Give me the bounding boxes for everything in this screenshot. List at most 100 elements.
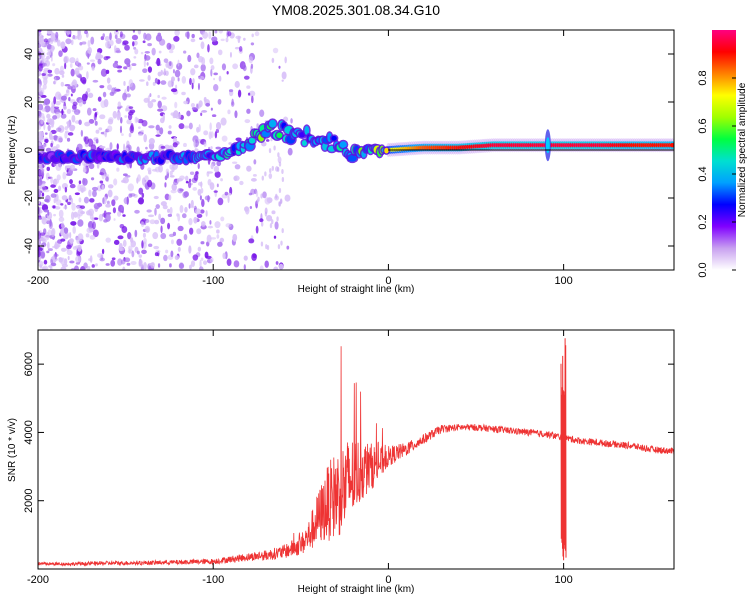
noise-speck bbox=[234, 164, 241, 170]
noise-speck bbox=[169, 50, 174, 54]
noise-speck bbox=[138, 133, 143, 136]
noise-speck bbox=[97, 96, 102, 102]
noise-speck bbox=[64, 186, 68, 193]
noise-speck bbox=[133, 40, 138, 46]
noise-speck bbox=[47, 241, 50, 250]
noise-speck bbox=[177, 77, 180, 82]
noise-speck bbox=[47, 211, 50, 216]
noise-speck bbox=[142, 40, 146, 44]
noise-speck bbox=[38, 131, 45, 138]
noise-speck bbox=[60, 266, 67, 270]
noise-speck bbox=[126, 262, 131, 266]
noise-speck bbox=[234, 46, 240, 50]
noise-speck bbox=[76, 143, 83, 151]
noise-speck bbox=[108, 39, 114, 47]
noise-speck bbox=[137, 126, 141, 129]
noise-speck bbox=[84, 30, 88, 35]
noise-speck bbox=[169, 175, 175, 178]
noise-speck bbox=[184, 31, 190, 38]
noise-speck bbox=[217, 241, 223, 247]
noise-speck bbox=[64, 62, 67, 70]
noise-speck bbox=[50, 258, 54, 264]
noise-speck bbox=[56, 135, 63, 143]
noise-speck bbox=[39, 232, 46, 236]
noise-speck bbox=[109, 32, 112, 41]
noise-speck bbox=[151, 99, 157, 103]
noise-speck bbox=[131, 250, 135, 258]
noise-speck bbox=[46, 166, 51, 172]
noise-speck bbox=[148, 243, 153, 248]
chart-title: YM08.2025.301.08.34.G10 bbox=[271, 2, 441, 18]
noise-speck bbox=[219, 237, 225, 243]
noise-speck bbox=[261, 175, 264, 181]
y-tick-label: 4000 bbox=[23, 420, 35, 444]
noise-speck bbox=[78, 99, 83, 107]
noise-speck bbox=[98, 213, 104, 222]
colorbar: 0.0 0.2 0.4 0.6 0.8 Normalized spectral ampl… bbox=[697, 30, 748, 278]
noise-speck bbox=[48, 265, 53, 268]
noise-speck bbox=[95, 52, 102, 61]
noise-speck bbox=[232, 63, 239, 70]
noise-speck bbox=[111, 257, 116, 261]
noise-speck bbox=[67, 255, 70, 261]
noise-speck bbox=[157, 100, 162, 109]
noise-speck bbox=[184, 206, 188, 213]
noise-speck bbox=[66, 108, 72, 114]
noise-speck bbox=[144, 225, 151, 233]
noise-speck bbox=[226, 258, 232, 266]
noise-speck bbox=[238, 46, 243, 52]
noise-speck bbox=[218, 75, 222, 82]
noise-speck bbox=[169, 263, 172, 268]
noise-speck bbox=[147, 74, 151, 81]
noise-speck bbox=[165, 168, 170, 174]
spectrogram-x-label: Height of straight line (km) bbox=[298, 284, 415, 295]
noise-speck bbox=[61, 108, 64, 115]
noise-speck bbox=[99, 172, 105, 176]
noise-speck bbox=[46, 55, 50, 60]
noise-speck bbox=[183, 50, 187, 54]
noise-speck bbox=[85, 233, 90, 238]
noise-speck bbox=[95, 138, 99, 144]
noise-speck bbox=[69, 183, 76, 189]
noise-speck bbox=[164, 175, 168, 181]
noise-speck bbox=[201, 199, 205, 208]
noise-speck bbox=[95, 263, 98, 267]
noise-speck bbox=[99, 145, 106, 149]
noise-speck bbox=[207, 44, 210, 53]
noise-speck bbox=[162, 113, 165, 122]
noise-speck bbox=[154, 166, 161, 173]
noise-speck bbox=[273, 266, 279, 270]
noise-speck bbox=[41, 57, 45, 64]
noise-speck bbox=[154, 219, 160, 225]
noise-speck bbox=[214, 131, 218, 139]
noise-speck bbox=[209, 220, 212, 225]
noise-speck bbox=[158, 50, 162, 54]
noise-speck bbox=[227, 109, 231, 115]
noise-speck bbox=[161, 96, 167, 100]
noise-speck bbox=[222, 252, 226, 260]
y-tick-label: 20 bbox=[23, 96, 35, 108]
noise-speck bbox=[230, 101, 235, 107]
noise-speck bbox=[117, 211, 122, 217]
noise-speck bbox=[281, 168, 284, 174]
noise-speck bbox=[143, 133, 147, 143]
noise-speck bbox=[160, 201, 167, 207]
noise-speck bbox=[60, 113, 67, 119]
noise-speck bbox=[49, 120, 54, 125]
noise-speck bbox=[84, 121, 91, 127]
noise-speck bbox=[126, 85, 130, 92]
noise-speck bbox=[153, 195, 159, 200]
noise-speck bbox=[265, 244, 268, 250]
noise-speck bbox=[174, 69, 181, 78]
noise-speck bbox=[148, 138, 155, 145]
noise-speck bbox=[49, 219, 52, 227]
noise-speck bbox=[281, 176, 285, 182]
noise-speck bbox=[195, 171, 199, 175]
noise-speck bbox=[143, 262, 147, 270]
noise-speck bbox=[105, 263, 110, 266]
noise-speck bbox=[228, 192, 232, 196]
noise-speck bbox=[253, 159, 257, 165]
noise-speck bbox=[75, 57, 79, 66]
noise-speck bbox=[38, 187, 43, 190]
noise-speck bbox=[124, 58, 131, 65]
